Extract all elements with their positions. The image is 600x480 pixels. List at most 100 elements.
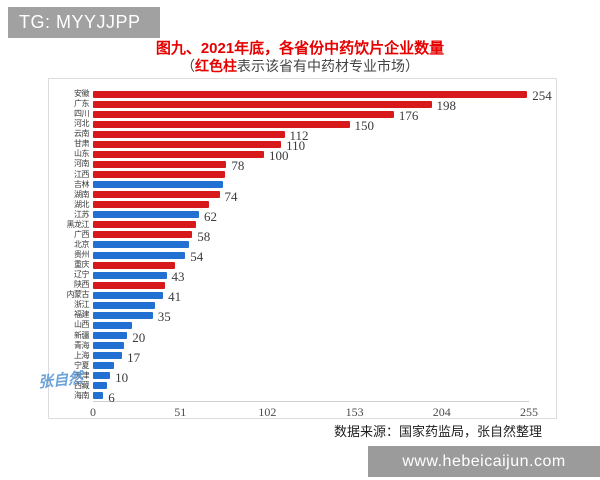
bar-blue: [93, 332, 128, 340]
channel-badge-text: TG: MYYJJPP: [19, 12, 141, 32]
province-label: 山东: [74, 149, 90, 159]
value-label: 35: [157, 309, 171, 325]
province-label: 河南: [74, 159, 90, 169]
chart-title: 图九、2021年底，各省份中药饮片企业数量: [155, 40, 445, 57]
province-label: 陕西: [74, 280, 90, 290]
bar-row: 内蒙古 41: [67, 289, 529, 305]
bar-red: [93, 90, 528, 98]
province-label: 河北: [74, 119, 90, 129]
channel-badge: TG: MYYJJPP: [8, 7, 160, 38]
bar-row: 浙江: [74, 300, 529, 310]
bar-row: 宁夏: [74, 361, 529, 371]
province-label: 福建: [74, 310, 90, 320]
province-label: 宁夏: [74, 360, 90, 370]
chart-subtitle: （红色柱表示该省有中药材专业市场）: [0, 56, 600, 76]
bar-row: 新疆 20: [74, 329, 529, 345]
bar-row: 陕西: [74, 280, 529, 290]
x-axis-tick: 102: [258, 405, 277, 419]
value-label: 54: [190, 249, 204, 265]
bar-row: 四川 176: [74, 108, 529, 124]
bar-row: 湖南 74: [74, 190, 529, 203]
bar-blue: [93, 362, 114, 370]
bar-red: [93, 160, 227, 168]
value-label: 78: [231, 158, 245, 174]
value-label: 150: [354, 118, 375, 134]
bar-row: 吉林: [74, 180, 529, 190]
website-url: www.hebeicaijun.com: [402, 453, 566, 470]
province-label: 西藏: [74, 380, 90, 390]
value-label: 10: [115, 369, 129, 385]
bar-blue: [93, 241, 189, 249]
bar-blue: [93, 352, 123, 360]
province-label: 江苏: [74, 209, 90, 219]
value-label: 20: [132, 329, 146, 345]
bar-blue: [93, 382, 107, 390]
bar-row: 天津 10: [74, 369, 529, 385]
x-axis-tick: 153: [345, 405, 364, 419]
value-label: 254: [532, 88, 552, 104]
province-label: 辽宁: [74, 270, 90, 280]
bar-row: 河南 78: [74, 158, 529, 174]
bar-row: 山东 100: [74, 149, 529, 162]
bar-row: 重庆: [74, 260, 529, 270]
bar-row: 西藏: [74, 381, 529, 391]
bar-row: 山西: [74, 320, 529, 330]
value-label: 17: [127, 349, 141, 365]
bar-red: [93, 120, 350, 128]
bar-red: [93, 221, 196, 229]
bar-row: 上海 17: [74, 349, 529, 365]
province-label: 黑龙江: [66, 219, 90, 229]
value-label: 43: [171, 269, 185, 285]
province-label: 广东: [74, 99, 90, 109]
bar-row: 贵州 54: [74, 249, 529, 265]
value-label: 58: [197, 228, 211, 244]
website-banner: www.hebeicaijun.com: [368, 446, 600, 477]
province-label: 贵州: [74, 250, 90, 260]
bar-row: 江西: [74, 170, 529, 180]
province-label: 吉林: [74, 179, 90, 189]
bar-red: [93, 130, 285, 138]
value-label: 176: [398, 108, 419, 124]
province-label: 四川: [74, 109, 90, 119]
bar-row: 河北 150: [74, 118, 529, 134]
bar-red: [93, 261, 176, 269]
province-label: 新疆: [74, 330, 90, 340]
plot-area: 安徽 254 广东 198 四川 176 河北 150 云南 112 甘肃 110 山东 100 河南 78 江…: [67, 89, 552, 405]
x-axis-tick: 255: [520, 405, 538, 419]
subtitle-prefix: （: [181, 60, 195, 75]
bar-blue: [93, 251, 186, 259]
bar-blue: [93, 342, 124, 350]
bar-red: [93, 171, 225, 179]
x-axis-tick: 204: [432, 405, 451, 419]
bar-blue: [93, 392, 104, 400]
province-label: 广西: [74, 229, 90, 239]
province-label: 内蒙古: [66, 290, 90, 300]
bar-red: [93, 191, 220, 199]
province-label: 湖南: [74, 189, 90, 199]
value-label: 110: [286, 138, 306, 154]
bar-red: [93, 100, 432, 108]
province-label: 天津: [74, 370, 90, 380]
province-label: 青海: [74, 340, 90, 350]
province-label: 山西: [74, 320, 90, 330]
bar-row: 北京: [74, 240, 529, 250]
value-label: 41: [168, 289, 182, 305]
subtitle-rest: 表示该省有中药材专业市场）: [237, 60, 419, 75]
bar-row: 青海: [74, 341, 529, 351]
province-label: 浙江: [74, 300, 90, 310]
x-axis-tick: 51: [174, 405, 187, 419]
bar-red: [93, 201, 210, 209]
value-label: 6: [108, 389, 115, 405]
province-label: 上海: [74, 350, 90, 360]
bar-row: 辽宁 43: [74, 269, 529, 285]
bar-red: [93, 150, 264, 158]
province-label: 江西: [74, 169, 90, 179]
province-label: 甘肃: [74, 139, 90, 149]
province-label: 湖北: [74, 199, 90, 209]
bar-row: 广东 198: [74, 99, 529, 112]
bar-row: 广西 58: [74, 228, 529, 244]
bar-blue: [93, 372, 111, 380]
bar-red: [93, 140, 282, 148]
bar-blue: [93, 291, 164, 299]
bar-blue: [93, 211, 199, 219]
